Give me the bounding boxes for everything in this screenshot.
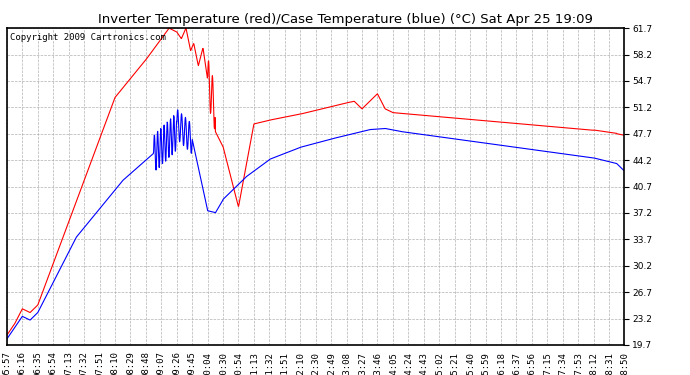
Text: Copyright 2009 Cartronics.com: Copyright 2009 Cartronics.com bbox=[10, 33, 166, 42]
Text: Inverter Temperature (red)/Case Temperature (blue) (°C) Sat Apr 25 19:09: Inverter Temperature (red)/Case Temperat… bbox=[97, 13, 593, 26]
